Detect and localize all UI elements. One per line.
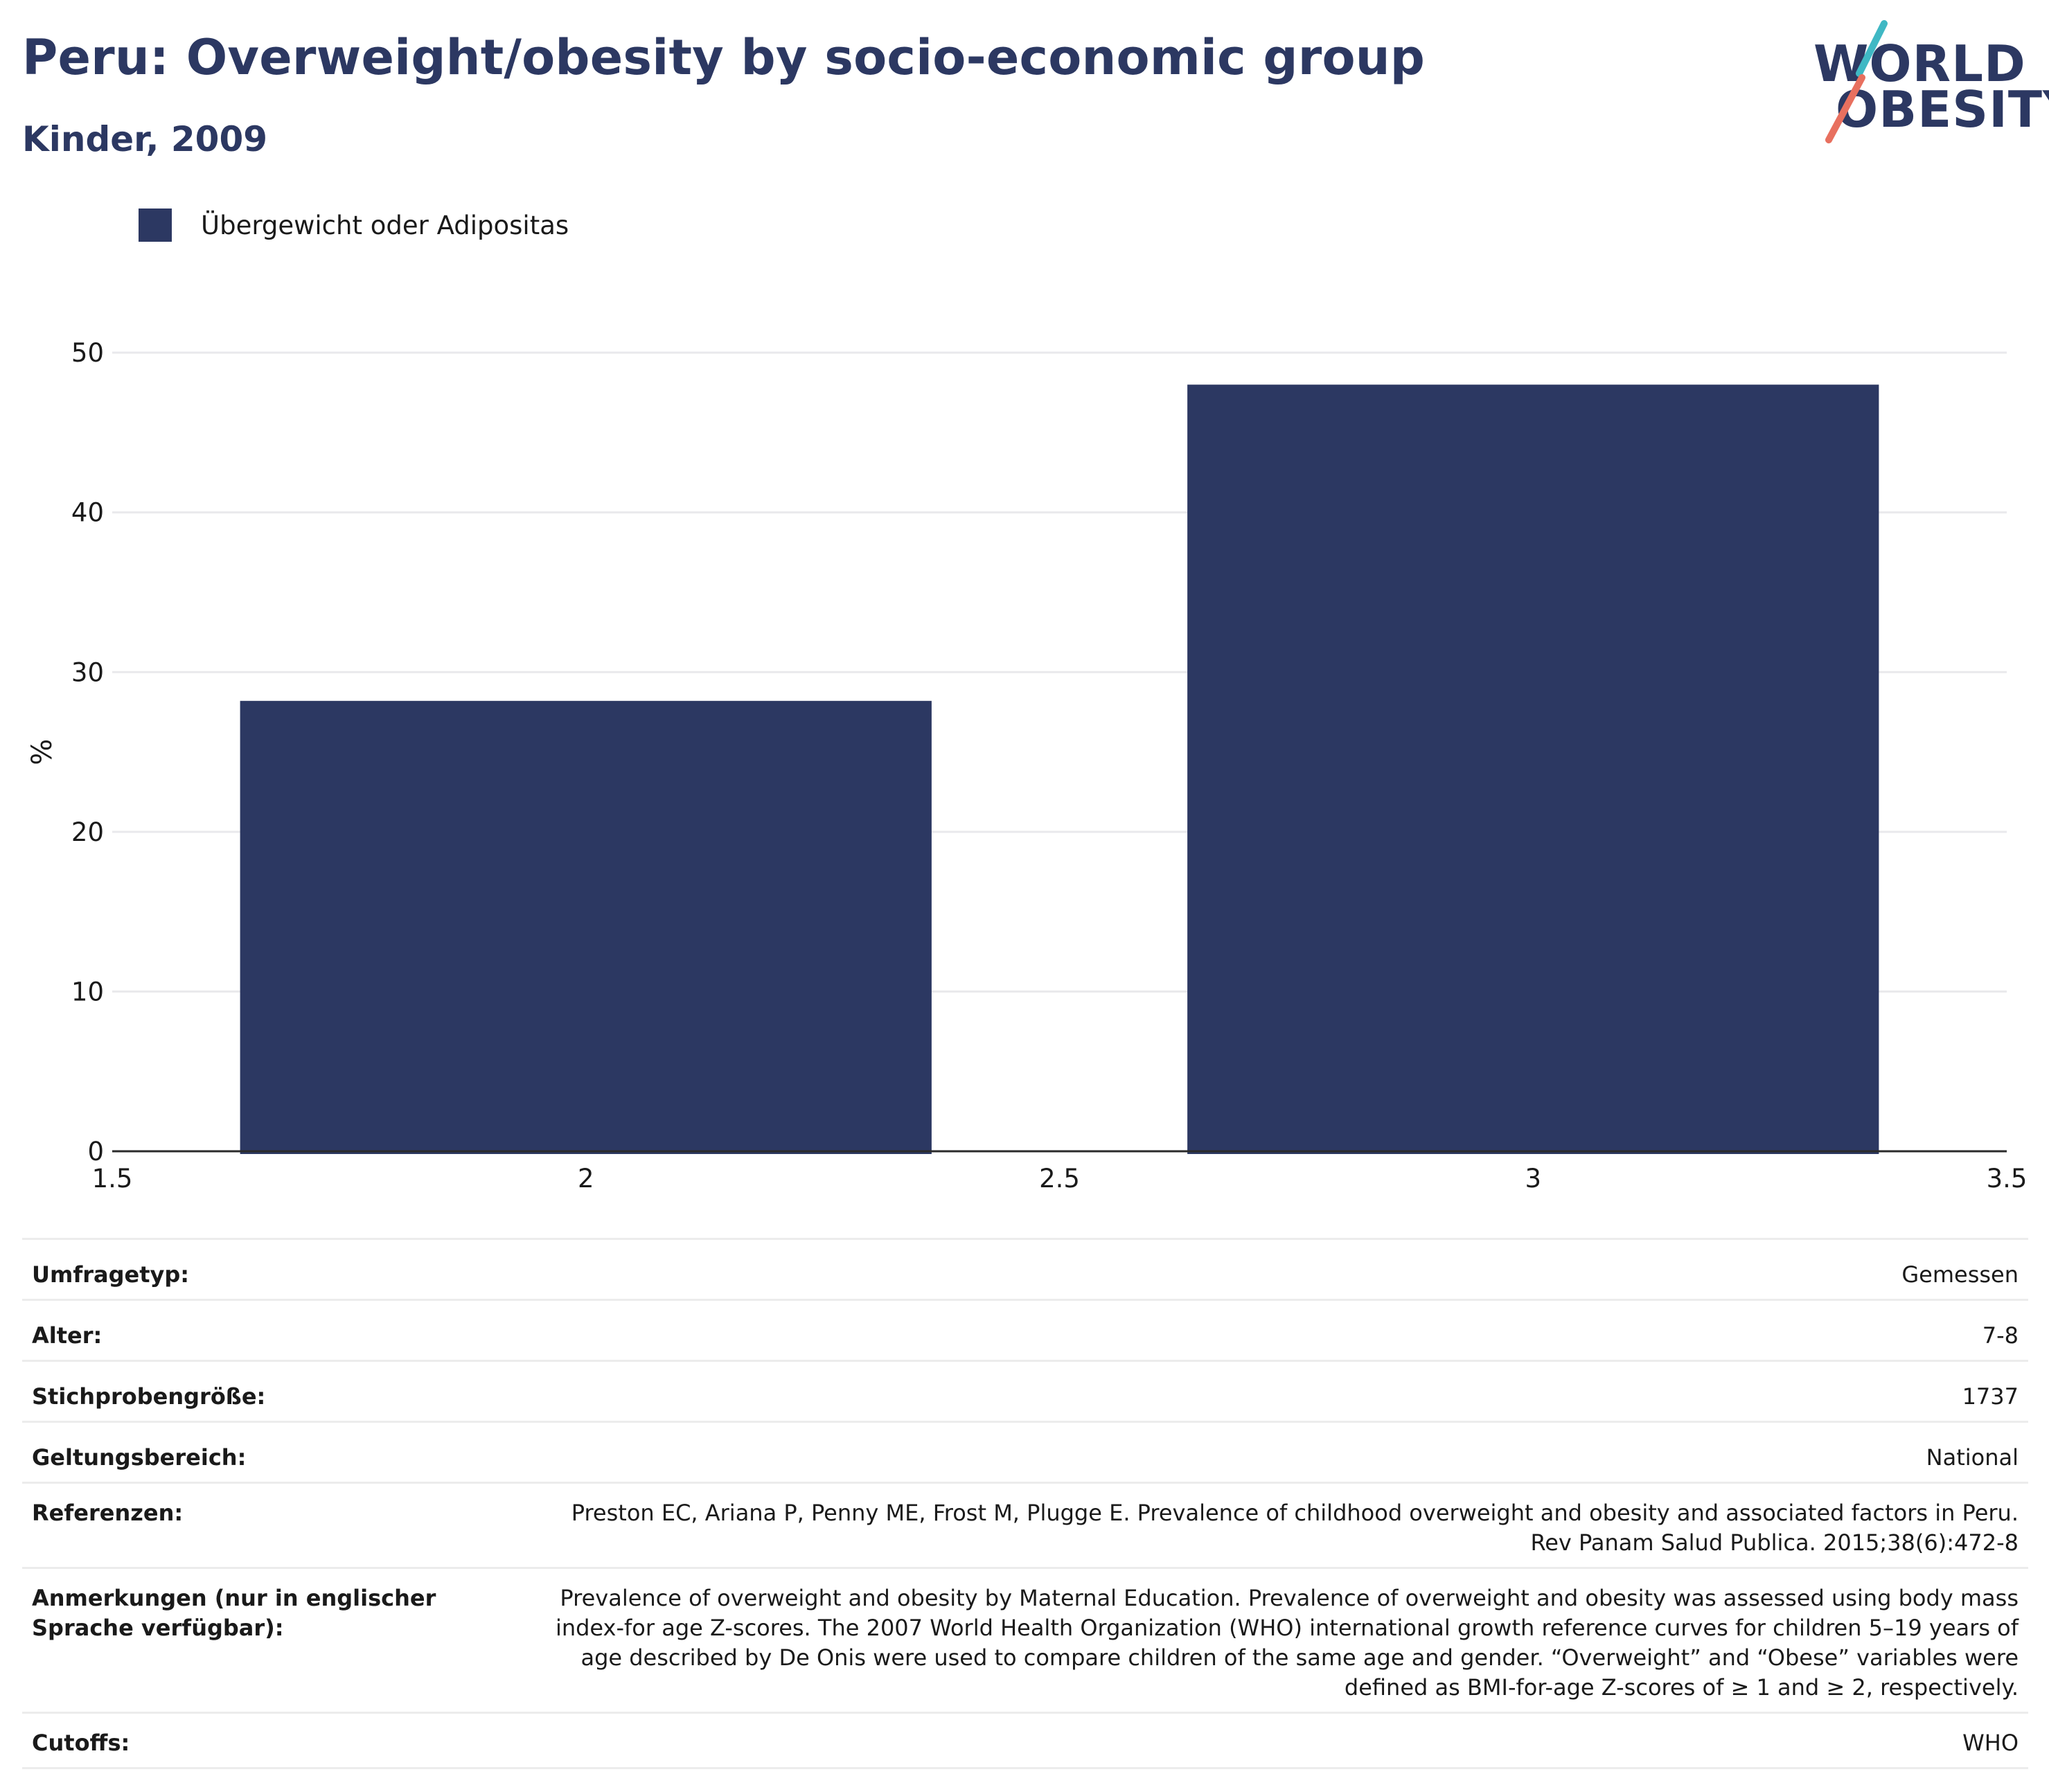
chart-legend[interactable]: Übergewicht oder Adipositas [139, 208, 569, 242]
bar-chart: 0 10 20 30 40 50 1.5 2 2.5 3 3.5 % [26, 338, 2028, 1191]
survey-metadata-table: Umfragetyp: Gemessen Alter: 7-8 Stichprobeng… [22, 1238, 2028, 1769]
meta-value: 7-8 [540, 1299, 2028, 1361]
meta-key: Cutoffs: [22, 1712, 540, 1769]
bar [1187, 384, 1879, 1155]
x-tick-label: 2 [578, 1164, 594, 1191]
meta-value: Gemessen [540, 1238, 2028, 1300]
meta-row: Referenzen: Preston EC, Ariana P, Penny M… [22, 1482, 2028, 1568]
meta-row: Alter: 7-8 [22, 1299, 2028, 1361]
page-subtitle: Kinder, 2009 [22, 119, 268, 159]
x-tick-label: 3.5 [1987, 1164, 2028, 1191]
y-axis-label: % [26, 739, 58, 765]
y-tick-label: 30 [71, 657, 104, 687]
bars [240, 384, 1879, 1155]
meta-key: Stichprobengröße: [22, 1360, 540, 1422]
page-title: Peru: Overweight/obesity by socio-econom… [22, 29, 1426, 86]
y-tick-label: 0 [87, 1137, 104, 1166]
meta-value: Preston EC, Ariana P, Penny ME, Frost M,… [540, 1482, 2028, 1568]
x-tick-label: 2.5 [1039, 1164, 1080, 1191]
y-tick-label: 20 [71, 817, 104, 847]
y-tick-label: 50 [71, 338, 104, 368]
y-tick-label: 40 [71, 498, 104, 528]
x-tick-label: 1.5 [92, 1164, 133, 1191]
meta-row: Anmerkungen (nur in englischer Sprache v… [22, 1567, 2028, 1713]
tick-labels: 0 10 20 30 40 50 1.5 2 2.5 3 3.5 [71, 338, 2028, 1191]
logo-line-2: OBESITY [1836, 80, 2049, 139]
meta-value: 1737 [540, 1360, 2028, 1422]
x-tick-label: 3 [1525, 1164, 1541, 1191]
meta-key: Geltungsbereich: [22, 1421, 540, 1483]
meta-key: Alter: [22, 1299, 540, 1361]
meta-value: National [540, 1421, 2028, 1483]
meta-key: Referenzen: [22, 1482, 540, 1568]
y-tick-label: 10 [71, 977, 104, 1006]
legend-swatch [139, 209, 172, 242]
meta-key: Umfragetyp: [22, 1238, 540, 1300]
meta-row: Stichprobengröße: 1737 [22, 1360, 2028, 1422]
meta-row: Umfragetyp: Gemessen [22, 1238, 2028, 1300]
meta-key: Anmerkungen (nur in englischer Sprache v… [22, 1567, 540, 1713]
meta-value: WHO [540, 1712, 2028, 1769]
meta-row: Cutoffs: WHO [22, 1712, 2028, 1769]
world-obesity-logo[interactable]: WORLD OBESITY [1808, 19, 2049, 144]
bar [240, 700, 932, 1154]
meta-value: Prevalence of overweight and obesity by … [540, 1567, 2028, 1713]
legend-label: Übergewicht oder Adipositas [201, 210, 569, 240]
logo-slash-icon [1825, 20, 1888, 143]
meta-row: Geltungsbereich: National [22, 1421, 2028, 1483]
logo-line-1: WORLD [1813, 35, 2026, 93]
